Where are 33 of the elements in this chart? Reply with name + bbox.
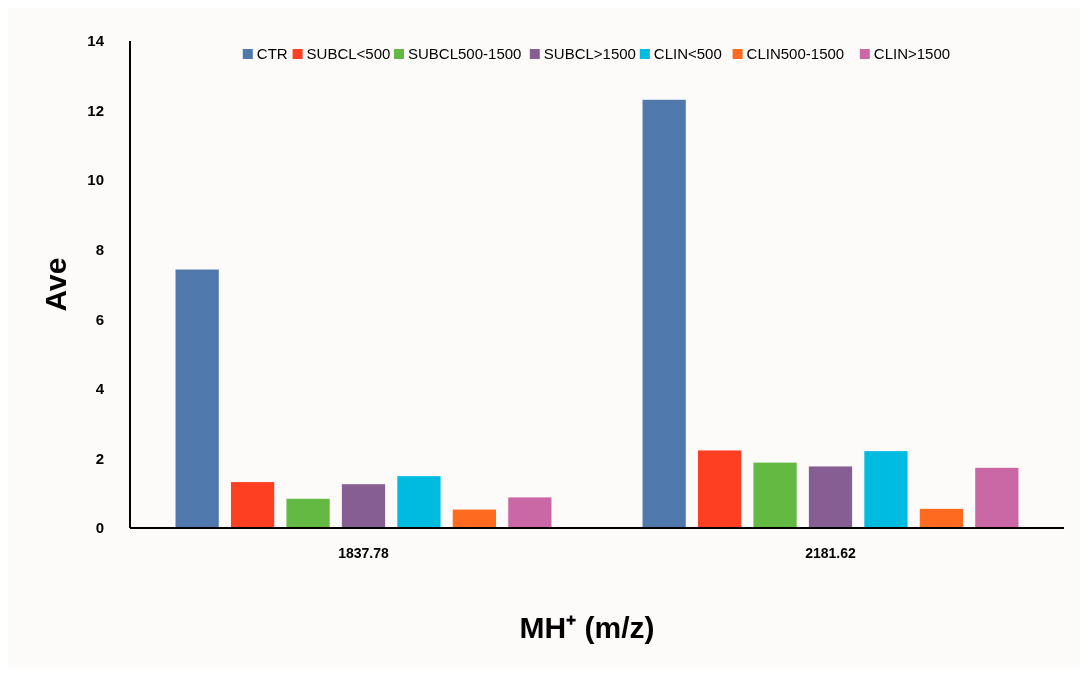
legend-label: SUBCL500-1500	[408, 45, 522, 63]
bar	[975, 467, 1019, 528]
legend-label: CLIN>1500	[873, 45, 951, 63]
bar	[697, 450, 742, 528]
legend-label: SUBCL>1500	[543, 45, 636, 63]
bar	[753, 462, 797, 528]
bar	[230, 482, 275, 528]
y-tick-label: 12	[87, 101, 104, 119]
bar	[397, 476, 441, 528]
x-tick-label: 1837.78	[338, 545, 390, 561]
y-tick-label: 6	[95, 310, 104, 328]
bar	[175, 269, 219, 528]
y-tick-label: 2	[95, 449, 104, 467]
y-tick-label: 14	[87, 32, 105, 50]
bar	[341, 484, 386, 528]
y-tick-label: 8	[95, 240, 104, 258]
legend-label: CTR	[256, 45, 288, 63]
legend-label: CLIN<500	[653, 45, 722, 63]
legend-label: CLIN500-1500	[746, 45, 845, 63]
x-tick-label: 2181.62	[805, 545, 857, 561]
bar	[808, 466, 853, 528]
bar	[919, 508, 964, 528]
bar	[286, 498, 330, 528]
bar	[508, 497, 552, 528]
bar	[642, 99, 686, 528]
y-tick-label: 10	[87, 171, 104, 189]
y-axis-title: Ave	[39, 257, 72, 312]
bar	[864, 451, 908, 528]
legend-label: SUBCL<500	[306, 45, 391, 63]
x-axis-title: MH⁺ (m/z)	[519, 611, 655, 644]
y-tick-label: 4	[95, 380, 105, 398]
bar	[452, 509, 497, 528]
y-tick-label: 0	[95, 519, 104, 537]
